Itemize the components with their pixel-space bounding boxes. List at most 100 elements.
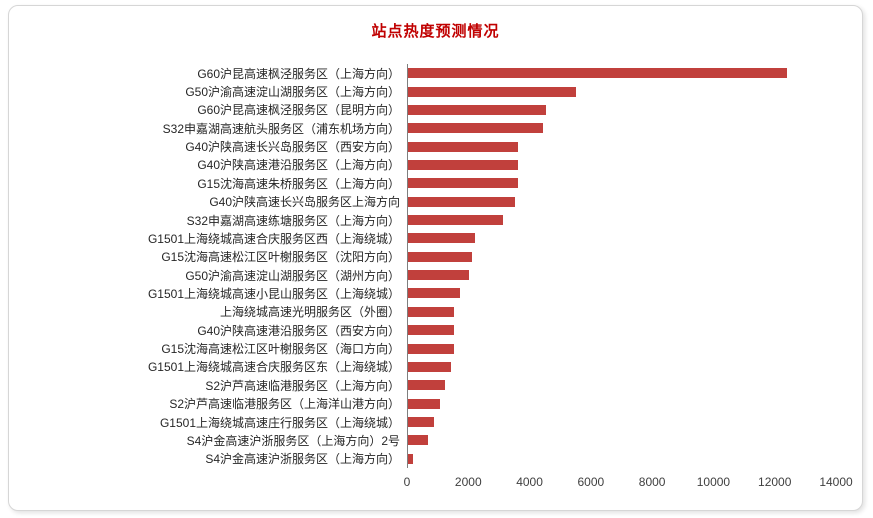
category-label: S4沪金高速沪浙服务区（上海方向）2号 (186, 433, 400, 448)
category-label: G1501上海绕城高速小昆山服务区（上海绕城） (147, 286, 400, 301)
bar (408, 68, 788, 79)
bar-track (407, 302, 836, 322)
category-label: G15沈海高速松江区叶榭服务区（沈阳方向） (161, 250, 400, 265)
bar (408, 233, 476, 244)
category-label: G1501上海绕城高速庄行服务区（上海绕城） (159, 415, 400, 430)
chart-row: G15沈海高速朱桥服务区（上海方向） (9, 174, 836, 193)
chart-row: S4沪金高速沪浙服务区（上海方向） (9, 449, 836, 468)
chart-row: S4沪金高速沪浙服务区（上海方向）2号 (9, 431, 836, 450)
chart-row: G1501上海绕城高速合庆服务区西（上海绕城） (9, 229, 836, 248)
chart-row: G50沪渝高速淀山湖服务区（湖州方向） (9, 265, 836, 285)
plot-area: G60沪昆高速枫泾服务区（上海方向） G50沪渝高速淀山湖服务区（上海方向） G60… (9, 64, 853, 492)
x-tick-label: 2000 (454, 475, 482, 489)
bar-track (407, 119, 836, 138)
category-label: G40沪陕高速港沿服务区（上海方向） (197, 158, 400, 173)
category-label: G15沈海高速松江区叶榭服务区（海口方向） (161, 342, 400, 357)
bar-track (407, 339, 836, 358)
bar (408, 159, 519, 170)
chart-row: G15沈海高速松江区叶榭服务区（海口方向） (9, 339, 836, 358)
category-label: S32申嘉湖高速航头服务区（浦东机场方向） (162, 121, 400, 136)
x-tick-label: 4000 (516, 475, 543, 489)
bar-track (407, 265, 836, 285)
bar-track (407, 210, 836, 230)
category-label: S4沪金高速沪浙服务区（上海方向） (205, 452, 400, 467)
category-label: G40沪陕高速长兴岛服务区上海方向 (209, 195, 400, 210)
x-tick-label: 0 (403, 475, 411, 489)
bar (408, 453, 413, 464)
bar-track (407, 376, 836, 395)
bar-track (407, 431, 836, 450)
x-tick-label: 10000 (696, 475, 731, 489)
bar-track (407, 449, 836, 468)
bar (408, 325, 454, 336)
bar-rows: G60沪昆高速枫泾服务区（上海方向） G50沪渝高速淀山湖服务区（上海方向） G60… (9, 64, 836, 468)
chart-row: G40沪陕高速长兴岛服务区（西安方向） (9, 137, 836, 156)
category-label: G50沪渝高速淀山湖服务区（上海方向） (185, 85, 400, 100)
chart-row: S2沪芦高速临港服务区（上海方向） (9, 376, 836, 395)
bar-track (407, 229, 836, 248)
bar-track (407, 321, 836, 340)
bar (408, 288, 460, 299)
bar (408, 361, 451, 372)
chart-row: G15沈海高速松江区叶榭服务区（沈阳方向） (9, 247, 836, 266)
bar (408, 251, 473, 262)
bar (408, 123, 543, 134)
chart-row: G40沪陕高速港沿服务区（西安方向） (9, 321, 836, 340)
bar-track (407, 357, 836, 377)
bar (408, 435, 428, 446)
category-label: G15沈海高速朱桥服务区（上海方向） (197, 176, 400, 191)
chart-row: G60沪昆高速枫泾服务区（昆明方向） (9, 100, 836, 120)
bar-track (407, 155, 836, 175)
bar-track (407, 82, 836, 101)
bar-track (407, 64, 836, 83)
bar-track (407, 174, 836, 193)
bar (408, 141, 519, 152)
chart-row: G1501上海绕城高速庄行服务区（上海绕城） (9, 412, 836, 432)
bar-track (407, 192, 836, 211)
chart-row: G60沪昆高速枫泾服务区（上海方向） (9, 64, 836, 83)
category-label: G60沪昆高速枫泾服务区（上海方向） (197, 66, 400, 81)
chart-row: S2沪芦高速临港服务区（上海洋山港方向） (9, 394, 836, 413)
chart-row: G50沪渝高速淀山湖服务区（上海方向） (9, 82, 836, 101)
category-label: G40沪陕高速长兴岛服务区（西安方向） (185, 140, 400, 155)
x-tick-label: 8000 (638, 475, 666, 489)
x-tick-label: 14000 (819, 475, 853, 489)
category-label: G1501上海绕城高速合庆服务区西（上海绕城） (147, 231, 400, 246)
category-label: S32申嘉湖高速练塘服务区（上海方向） (186, 213, 400, 228)
bar (408, 178, 519, 189)
chart-row: G1501上海绕城高速合庆服务区东（上海绕城） (9, 357, 836, 377)
chart-row: S32申嘉湖高速航头服务区（浦东机场方向） (9, 119, 836, 138)
bar (408, 380, 445, 391)
x-tick-label: 6000 (577, 475, 605, 489)
bar-track (407, 394, 836, 413)
bar-track (407, 247, 836, 266)
category-label: S2沪芦高速临港服务区（上海方向） (205, 378, 400, 393)
chart-card: 站点热度预测情况 G60沪昆高速枫泾服务区（上海方向） G50沪渝高速淀山湖服务区… (8, 5, 863, 511)
chart-row: S32申嘉湖高速练塘服务区（上海方向） (9, 210, 836, 230)
chart-row: G40沪陕高速港沿服务区（上海方向） (9, 155, 836, 175)
x-axis: 0 2000 4000 6000 8000 10000 12000 14000 (403, 468, 853, 492)
bar (408, 270, 470, 281)
bar (408, 215, 503, 226)
category-label: G60沪昆高速枫泾服务区（昆明方向） (197, 103, 400, 118)
bar-track (407, 137, 836, 156)
category-label: G40沪陕高速港沿服务区（西安方向） (197, 323, 400, 338)
bar (408, 398, 441, 409)
category-label: 上海绕城高速光明服务区（外圈） (219, 305, 400, 320)
bar (408, 104, 546, 115)
category-label: G1501上海绕城高速合庆服务区东（上海绕城） (147, 360, 400, 375)
bar (408, 306, 454, 317)
bar-track (407, 100, 836, 120)
chart-row: 上海绕城高速光明服务区（外圈） (9, 302, 836, 322)
bar (408, 417, 434, 427)
chart-row: G40沪陕高速长兴岛服务区上海方向 (9, 192, 836, 211)
category-label: S2沪芦高速临港服务区（上海洋山港方向） (169, 397, 400, 412)
x-tick-label: 12000 (758, 475, 792, 489)
bar (408, 86, 577, 97)
chart-title: 站点热度预测情况 (371, 23, 500, 40)
bar (408, 343, 454, 354)
chart-row: G1501上海绕城高速小昆山服务区（上海绕城） (9, 284, 836, 303)
bar (408, 196, 515, 207)
bar-track (407, 284, 836, 303)
